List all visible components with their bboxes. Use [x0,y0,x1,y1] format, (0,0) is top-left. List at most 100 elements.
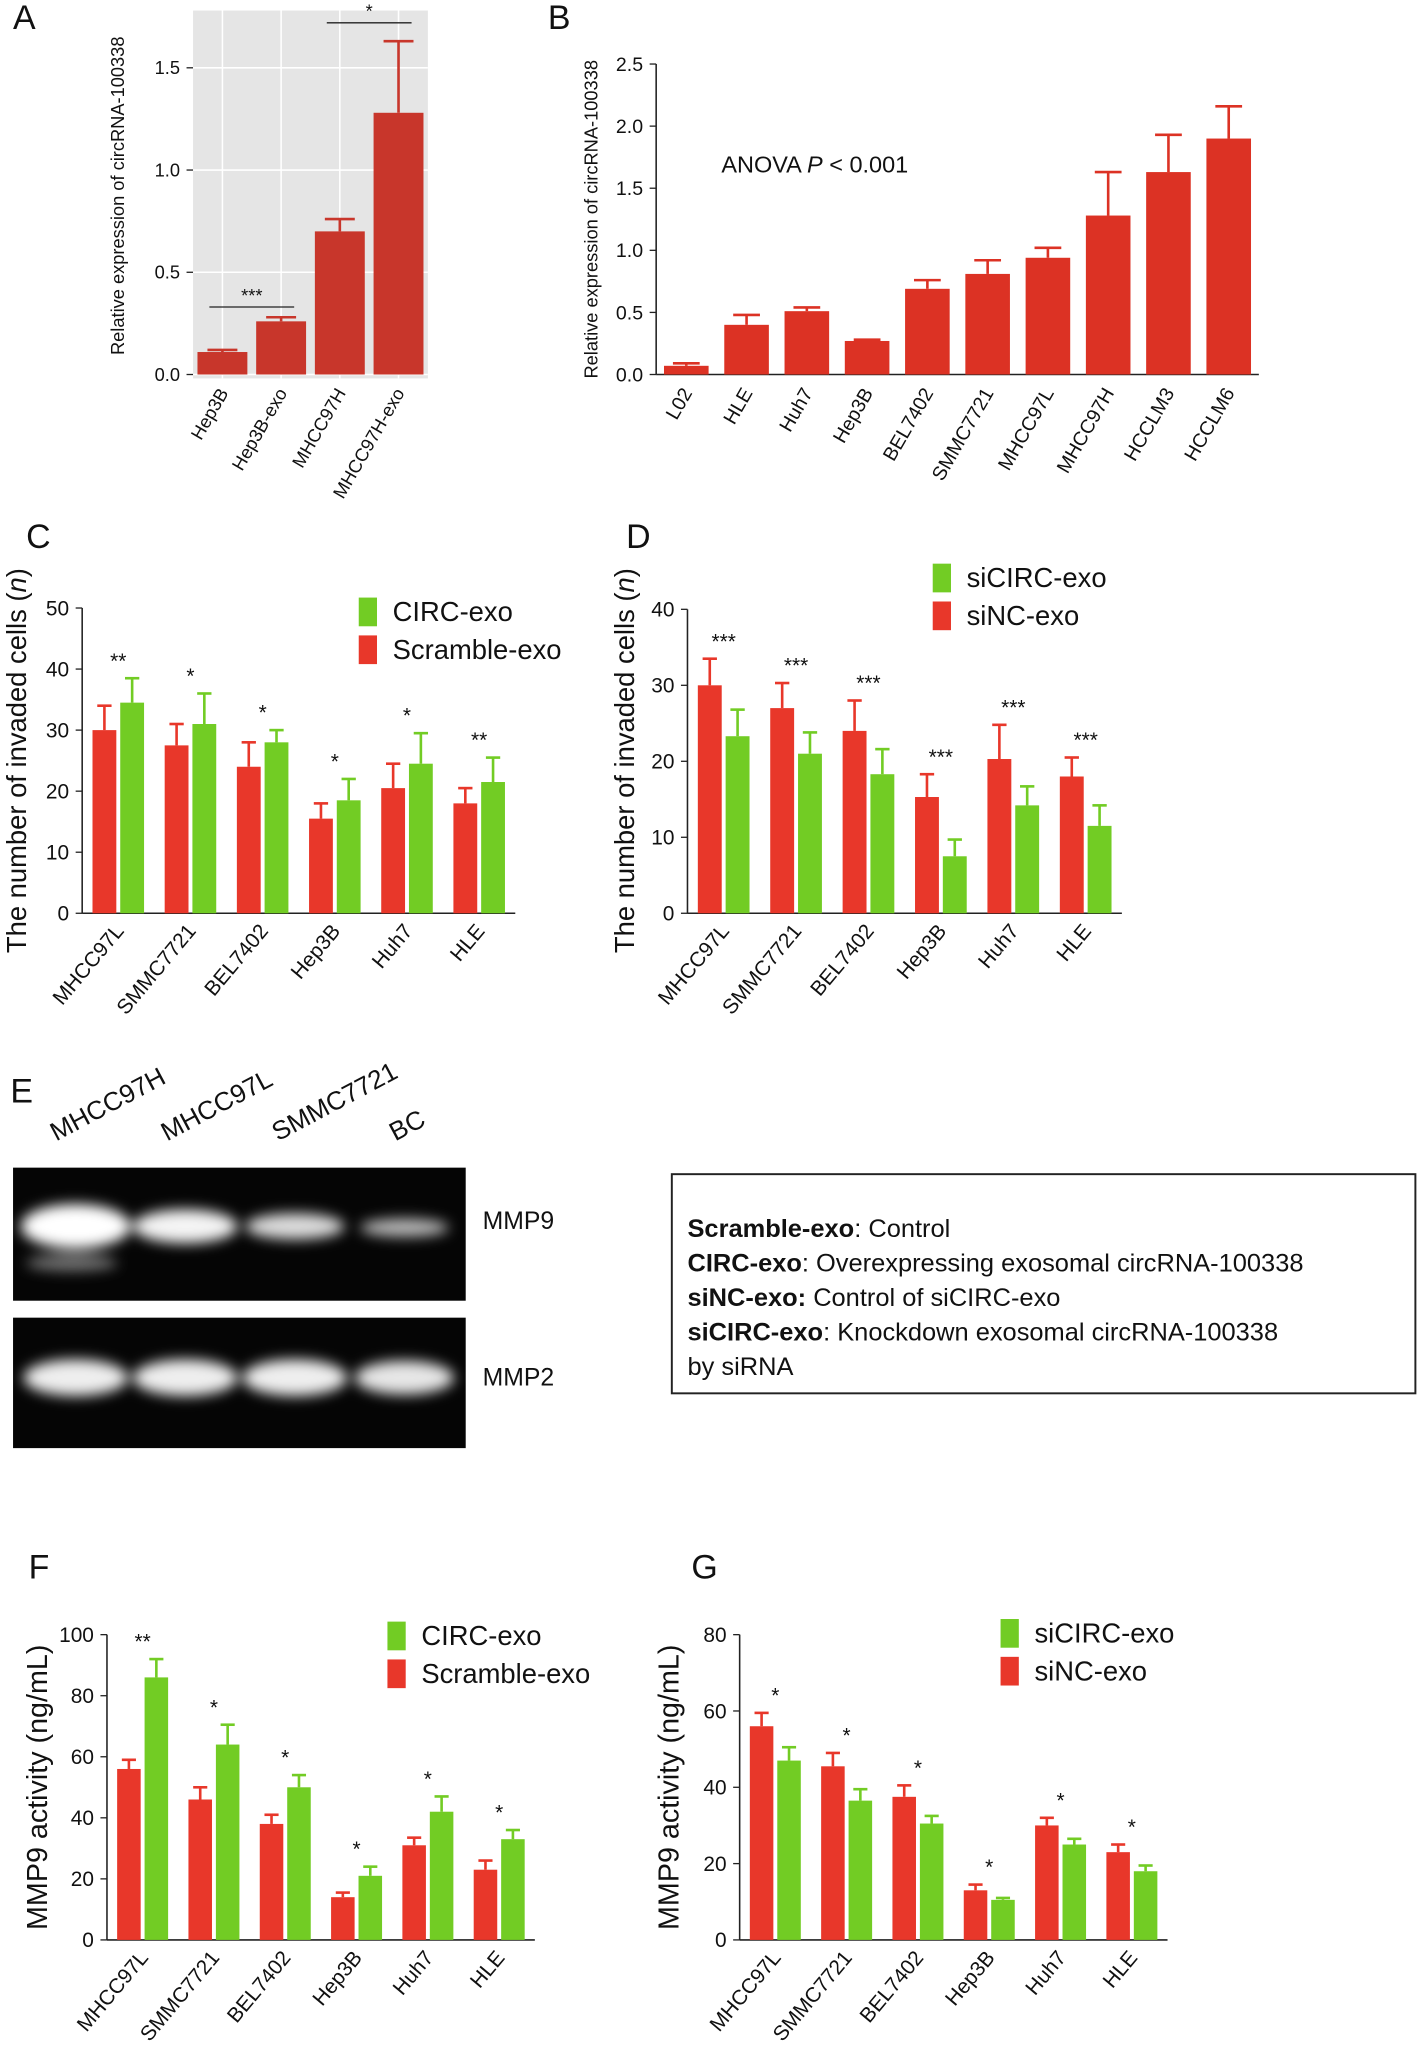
y-tick-label: 0 [663,903,675,926]
bar [842,730,867,914]
x-tick-label: BEL7402 [223,1947,296,2028]
x-tick-label: BEL7402 [879,384,938,465]
bar [749,1726,774,1940]
significance-stars: * [353,1838,361,1861]
y-tick-label: 40 [46,658,69,681]
bar [92,730,117,914]
bar [501,1839,525,1940]
y-tick-label: 30 [46,719,69,742]
y-tick-label: 20 [71,1868,94,1891]
legend-box-line: by siRNA [687,1353,793,1381]
panel-letter: E [10,1072,33,1110]
bar [373,112,424,375]
bar [725,736,750,914]
y-tick-label: 0.0 [155,364,180,385]
x-tick-label: HCCLM3 [1120,384,1179,465]
y-tick-label: 80 [703,1624,726,1647]
bar [919,1823,944,1940]
lane-label: BC [384,1103,430,1146]
y-tick-label: 60 [703,1700,726,1723]
y-tick-label: 1.5 [155,57,180,78]
significance-stars: *** [711,630,735,653]
x-tick-label: HCCLM6 [1180,384,1239,465]
panel-letter: F [29,1549,50,1587]
y-tick-label: 2.0 [616,116,643,138]
legend-term: CIRC-exo [687,1249,801,1277]
legend-label: siCIRC-exo [1034,1617,1174,1648]
x-tick-label: Hep3B [941,1947,1000,2011]
legend-term: siCIRC-exo [687,1318,823,1346]
significance-stars: * [1057,1789,1065,1812]
y-tick-label: 100 [59,1624,94,1647]
bar [905,288,950,375]
significance-stars: * [186,665,194,688]
y-tick-label: 0.5 [155,262,180,283]
bar [188,1799,212,1940]
significance-stars: * [495,1802,503,1825]
bar [848,1800,873,1940]
x-tick-label: Huh7 [775,384,817,435]
bar [117,1768,141,1940]
bar [870,774,895,914]
y-tick-label: 40 [703,1777,726,1800]
panel-letter: A [13,0,36,37]
y-axis-label: MMP9 activity (ng/mL) [22,1645,54,1930]
y-tick-label: 0.0 [616,364,643,386]
y-axis-label: The number of invaded cells (n) [1,568,32,953]
bar [965,273,1010,375]
legend-label: siCIRC-exo [967,562,1107,593]
bar [821,1766,845,1940]
lane-label: MHCC97L [156,1063,278,1147]
legend-desc: : Control [854,1215,950,1243]
band-label: MMP9 [483,1208,555,1235]
y-axis-label: MMP9 activity (ng/mL) [653,1645,685,1930]
annotation-part: P [807,151,823,177]
y-tick-label: 1.0 [616,240,643,262]
legend-swatch [387,1659,406,1689]
bar [664,365,709,375]
significance-stars: *** [1073,729,1097,752]
x-tick-label: HLE [1052,920,1096,966]
y-tick-label: 20 [46,780,69,803]
bar [1025,257,1071,375]
panel-letter: G [691,1549,717,1587]
bar [259,1823,284,1940]
y-tick-label: 1.5 [616,178,643,200]
bar [798,753,822,914]
significance-stars: * [914,1757,922,1780]
legend-label: Scramble-exo [393,634,562,665]
significance-stars: * [210,1696,218,1719]
significance-stars: ** [110,650,126,673]
y-tick-label: 0 [82,1929,94,1952]
lane-label: SMMC7721 [267,1056,403,1147]
significance-label: *** [241,285,262,306]
legend-desc: Control of siCIRC-exo [806,1284,1060,1312]
y-tick-label: 1.0 [155,159,180,180]
x-tick-label: MHCC97L [48,920,128,1009]
legend-label: CIRC-exo [393,596,513,627]
x-tick-label: SMMC7721 [928,384,999,484]
x-tick-label: L02 [662,384,697,423]
y-tick-label: 20 [703,1853,726,1876]
bar [381,788,406,914]
bar [777,1760,801,1940]
legend-term: Scramble-exo [687,1215,854,1243]
legend-desc: : Overexpressing exosomal circRNA-100338 [802,1249,1304,1277]
bar [1035,1825,1059,1940]
x-tick-label: Huh7 [368,920,418,973]
y-tick-label: 80 [71,1685,94,1708]
legend-label: CIRC-exo [421,1620,541,1651]
bar [1059,776,1084,914]
bar [264,742,289,914]
y-axis-label-part: ) [609,568,640,577]
significance-stars: * [403,705,411,728]
significance-stars: * [1128,1816,1136,1839]
significance-stars: * [424,1768,432,1791]
y-axis-label: Relative expression of circRNA-100338 [580,60,601,379]
x-tick-label: MHCC97H [1053,384,1119,477]
significance-stars: * [843,1725,851,1748]
y-axis-label-part: ) [1,568,32,577]
legend-box-line: Scramble-exo: Control [687,1215,950,1243]
annotation-part: ANOVA [721,151,807,177]
